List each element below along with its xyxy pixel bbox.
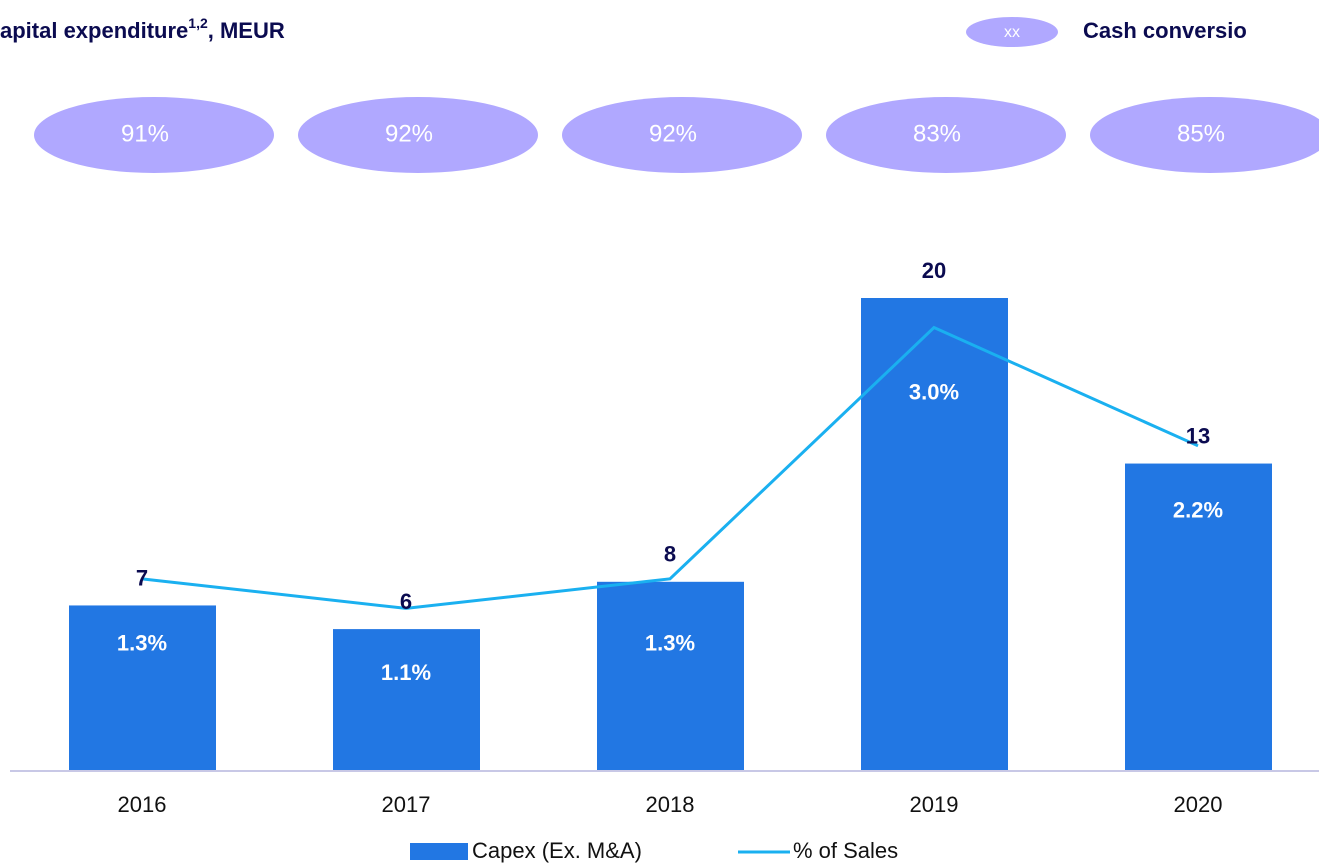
bar: [333, 629, 480, 771]
legend-badge: [966, 17, 1058, 47]
title-superscript: 1,2: [188, 15, 208, 31]
cash-conversion-label: 92%: [649, 120, 697, 147]
x-tick-label: 2016: [118, 792, 167, 817]
cash-conversion-bubble: [1090, 97, 1319, 173]
cash-conversion-bubble: [826, 97, 1066, 173]
bar-value-label: 13: [1186, 423, 1210, 448]
x-tick-label: 2019: [910, 792, 959, 817]
cash-conversion-bubble: [34, 97, 274, 173]
legend-label: Capex (Ex. M&A): [472, 838, 642, 863]
line-value-label: 1.1%: [381, 660, 431, 685]
line-value-label: 1.3%: [645, 631, 695, 656]
x-tick-label: 2020: [1174, 792, 1223, 817]
bar: [1125, 463, 1272, 771]
cash-conversion-bubble: [298, 97, 538, 173]
cash-conversion-label: 85%: [1177, 120, 1225, 147]
chart-title: apital expenditure1,2, MEUR: [0, 15, 285, 43]
bar: [597, 581, 744, 771]
title-main: apital expenditure: [0, 18, 188, 43]
legend-label: Cash conversio: [1083, 18, 1247, 43]
legend-label: % of Sales: [793, 838, 898, 863]
bar-value-label: 7: [136, 565, 148, 590]
legend-swatch: [410, 843, 468, 860]
cash-conversion-label: 92%: [385, 120, 433, 147]
cash-conversion-label: 91%: [121, 120, 169, 147]
line-value-label: 3.0%: [909, 379, 959, 404]
bar-value-label: 8: [664, 542, 676, 567]
bar-value-label: 20: [922, 258, 946, 283]
bar: [861, 298, 1008, 771]
legend-badge-text: xx: [1004, 24, 1020, 41]
line: [141, 325, 1199, 610]
cash-conversion-label: 83%: [913, 120, 961, 147]
title-suffix: , MEUR: [208, 18, 285, 43]
cash-conversion-bubble: [562, 97, 802, 173]
line-value-label: 2.2%: [1173, 498, 1223, 523]
bar: [69, 605, 216, 771]
line-value-label: 1.3%: [117, 631, 167, 656]
bar-value-label: 6: [400, 589, 412, 614]
x-tick-label: 2017: [382, 792, 431, 817]
x-tick-label: 2018: [646, 792, 695, 817]
